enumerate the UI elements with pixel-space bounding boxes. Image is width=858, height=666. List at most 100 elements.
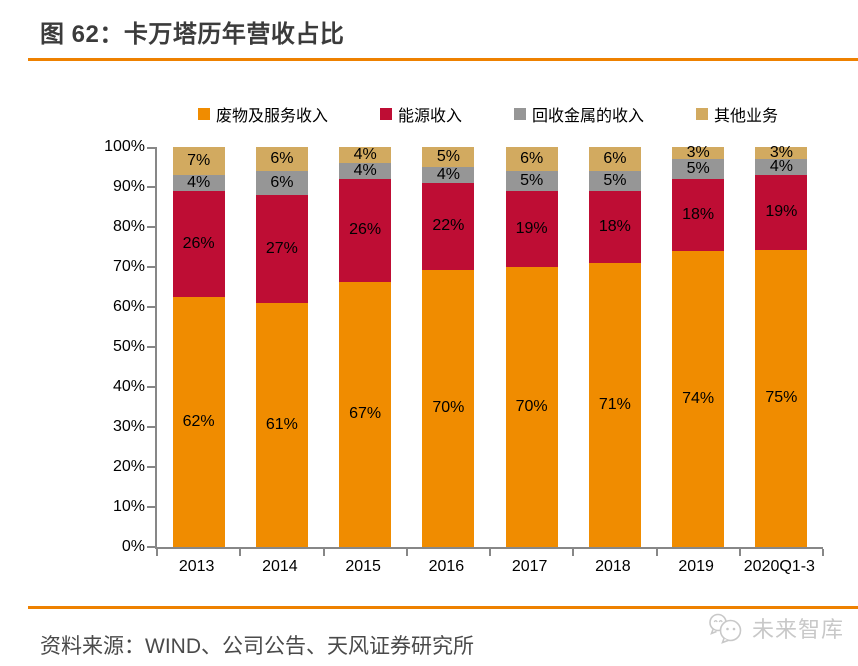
bar-segment: 26% [339, 178, 392, 282]
bar-segment: 6% [588, 147, 641, 171]
bar-segment: 19% [505, 191, 558, 267]
bar-segment-label: 74% [682, 390, 715, 407]
bar-slot: 70% 22% 4% 5% [407, 147, 490, 547]
bar-segment-label: 5% [686, 160, 710, 177]
source-note: 资料来源：WIND、公司公告、天风证券研究所 [40, 635, 474, 658]
bar-segment-label: 4% [353, 145, 377, 163]
legend-swatch [514, 108, 526, 120]
legend-label: 回收金属的收入 [532, 108, 645, 125]
bar-segment: 19% [755, 174, 808, 250]
x-tick-label: 2018 [595, 558, 631, 575]
bar-segment: 5% [588, 171, 641, 191]
x-axis-tick [655, 549, 658, 556]
bar-segment-label: 26% [182, 234, 215, 252]
x-tick-label: 2016 [428, 558, 465, 575]
legend-label: 能源收入 [397, 108, 462, 125]
legend-label: 其他业务 [714, 108, 779, 125]
stacked-bar: 61% 27% 6% 6% [255, 147, 308, 547]
bar-segment-label: 18% [598, 218, 631, 235]
bar-slot: 61% 27% 6% 6% [240, 147, 323, 547]
x-tick-label: 2014 [262, 558, 298, 575]
x-tick-label: 2015 [345, 558, 381, 575]
y-axis-tick [147, 346, 155, 348]
bar-segment: 3% [755, 144, 808, 160]
y-tick-label: 10% [112, 498, 145, 515]
bar-segment: 3% [672, 144, 725, 161]
y-tick-label: 50% [112, 338, 145, 355]
bar-slot: 67% 26% 4% 4% [324, 145, 407, 547]
y-axis-tick [147, 306, 155, 308]
stacked-bar: 74% 18% 5% 3% [672, 144, 725, 547]
bar-slot: 75% 19% 4% 3% [740, 144, 823, 547]
bar-segment-label: 4% [769, 157, 793, 175]
bar-segment-label: 19% [765, 203, 798, 221]
y-tick-label: 20% [112, 458, 145, 475]
bar-segment-label: 7% [187, 152, 211, 170]
bar-segment-label: 61% [265, 416, 298, 433]
bar-segment: 74% [672, 251, 725, 547]
stacked-bar: 71% 18% 5% 6% [588, 147, 641, 547]
y-axis-tick [147, 266, 155, 268]
x-axis-tick [572, 549, 575, 556]
chart-plot-area: 0% 10% 20% 30% 40% 50% 60% 70% 80% 90% 100% 62% 26%… [104, 138, 824, 575]
bar-segment-label: 6% [270, 150, 294, 167]
bar-segment: 6% [505, 147, 558, 171]
stacked-bar: 67% 26% 4% 4% [339, 145, 392, 547]
bar-segment: 70% [422, 269, 475, 547]
y-tick-label: 90% [112, 178, 145, 195]
bar-segment: 6% [255, 147, 308, 171]
x-axis-tick [822, 549, 824, 556]
bar-segment: 71% [588, 263, 641, 547]
stacked-bar: 70% 22% 4% 5% [422, 147, 475, 547]
bar-segment-label: 5% [520, 172, 544, 189]
plot: 62% 26% 4% 7% 61% 27% 6% 6% 67% 26% 4% 4% 70% 22% 4% 5%… [147, 144, 824, 556]
legend-label: 废物及服务收入 [215, 108, 328, 125]
bar-segment: 6% [255, 171, 308, 195]
x-axis-tick [239, 549, 242, 556]
y-tick-label: 80% [112, 218, 145, 235]
bar-segment: 75% [755, 249, 808, 547]
bar-segment-label: 27% [265, 240, 298, 257]
stacked-bar: 70% 19% 5% 6% [505, 147, 558, 547]
x-axis-tick [405, 549, 408, 556]
legend-swatch [379, 108, 392, 120]
bar-segment-label: 6% [270, 174, 294, 191]
x-axis-tick [322, 549, 325, 556]
x-axis-labels: 2013 2014 2015 2016 2017 2018 2019 2020Q1-3 [155, 558, 821, 576]
bar-slot: 74% 18% 5% 3% [657, 144, 740, 547]
bar-segment-label: 4% [353, 161, 377, 179]
bar-segment-label: 3% [686, 144, 710, 161]
stacked-bar: 62% 26% 4% 7% [172, 147, 225, 547]
bar-segment-label: 4% [187, 174, 211, 192]
bar-segment: 26% [172, 191, 225, 297]
bar-segment: 4% [755, 157, 808, 175]
y-axis-tick [147, 546, 155, 548]
figure-title: 图 62：卡万塔历年营收占比 [40, 21, 345, 48]
x-tick-label: 2013 [178, 558, 215, 575]
bar-segment-label: 19% [515, 220, 548, 237]
bar-segment-label: 6% [603, 150, 627, 167]
legend-swatch [197, 108, 210, 120]
y-axis-tick [147, 506, 155, 508]
bar-segment: 4% [339, 145, 392, 163]
bar-segment: 7% [172, 147, 225, 176]
bar-segment-label: 70% [432, 399, 465, 417]
watermark-text: 未来智库 [751, 617, 844, 642]
bar-slot: 71% 18% 5% 6% [573, 147, 656, 547]
y-axis-labels: 0% 10% 20% 30% 40% 50% 60% 70% 80% 90% 100% [93, 138, 145, 555]
y-axis-tick [147, 147, 155, 149]
legend-item: 回收金属的收入 [514, 102, 644, 126]
y-tick-label: 60% [112, 298, 145, 315]
bar-segment: 4% [422, 166, 475, 183]
bar-segment-label: 5% [603, 172, 627, 189]
y-axis-tick [147, 386, 155, 388]
watermark: 未来智库 [707, 611, 844, 645]
bar-segment: 22% [422, 182, 475, 270]
bar-segment: 70% [505, 267, 558, 547]
x-tick-label: 2020Q1-3 [743, 558, 815, 575]
legend-item: 废物及服务收入 [197, 102, 328, 126]
bar-segment: 67% [339, 281, 392, 547]
bar-segment: 5% [505, 171, 558, 191]
chart-legend: 废物及服务收入 能源收入 回收金属的收入 其他业务 [155, 102, 821, 126]
bar-segment: 4% [172, 174, 225, 192]
